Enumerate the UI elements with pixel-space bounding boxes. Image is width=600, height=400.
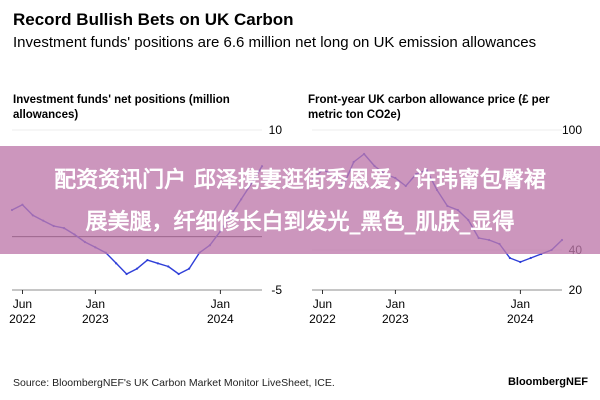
chart-subtitle: Investment funds' positions are 6.6 mill… [13, 34, 537, 51]
x-tick-label-month: Jan [511, 297, 530, 311]
banner-overlay: 配资资讯门户 邱泽携妻逛街秀恩爱，许玮甯包臀裙 展美腿，纤细修长白到发光_黑色_… [0, 146, 600, 254]
right-panel-title: Front-year UK carbon allowance price (£ … [308, 94, 550, 121]
x-tick-label-year: 2023 [382, 312, 409, 326]
data-point [187, 267, 191, 270]
data-point [156, 262, 159, 265]
left-panel-title: Investment funds' net positions (million… [13, 94, 230, 121]
data-point [177, 272, 180, 276]
data-point [115, 262, 118, 265]
y-tick-label: 20 [569, 283, 583, 297]
x-tick-label-month: Jan [86, 297, 105, 311]
chart-title: Record Bullish Bets on UK Carbon [13, 10, 294, 29]
x-tick-label-year: 2022 [9, 312, 36, 326]
x-tick-label-month: Jan [211, 297, 230, 311]
data-point [135, 267, 139, 270]
data-point [508, 256, 512, 260]
x-tick-label-month: Jun [13, 297, 32, 311]
y-tick-label: -5 [271, 283, 282, 297]
overlay-text-line-1: 配资资讯门户 邱泽携妻逛街秀恩爱，许玮甯包臀裙 [54, 168, 546, 193]
data-point [167, 265, 170, 268]
x-tick-label-year: 2023 [82, 312, 109, 326]
source-note: Source: BloombergNEF's UK Carbon Market … [13, 377, 335, 389]
y-tick-label: 100 [562, 123, 582, 137]
y-tick-label: 10 [269, 123, 283, 137]
x-tick-label-year: 2024 [207, 312, 234, 326]
x-tick-label-month: Jun [313, 297, 332, 311]
data-point [146, 259, 149, 262]
x-tick-label-month: Jan [386, 297, 405, 311]
brand-logo: BloombergNEF [507, 376, 588, 388]
data-point [125, 272, 128, 276]
data-point [529, 256, 532, 260]
x-tick-label-year: 2024 [507, 312, 534, 326]
data-point [519, 260, 522, 264]
x-tick-label-year: 2022 [309, 312, 336, 326]
overlay-text-line-2: 展美腿，纤细修长白到发光_黑色_肌肤_显得 [85, 210, 515, 235]
